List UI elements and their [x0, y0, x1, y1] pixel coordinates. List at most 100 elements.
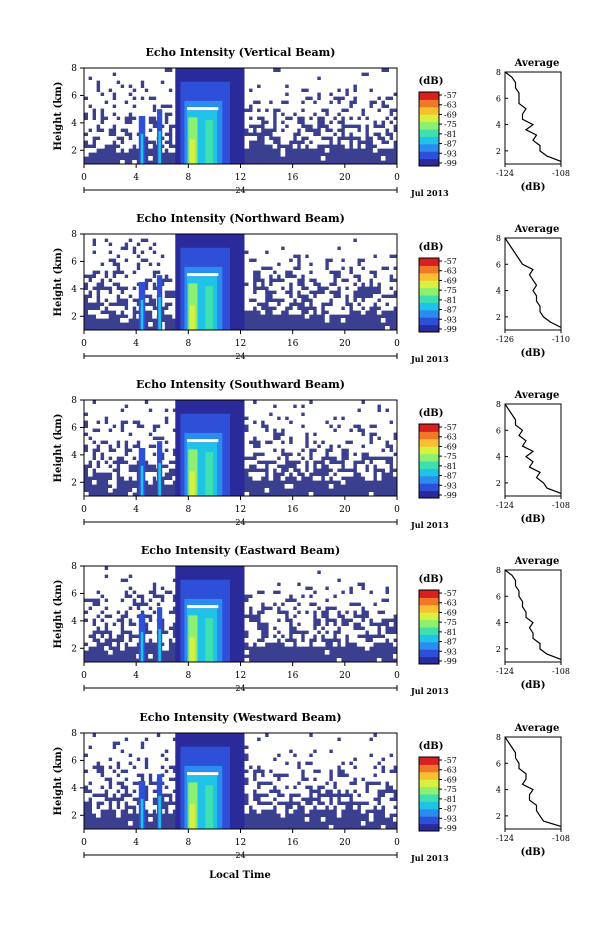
x-tick-label: 0	[81, 173, 87, 183]
no-data-cell	[144, 566, 149, 571]
no-data-cell	[304, 472, 310, 477]
no-data-cell	[348, 472, 354, 477]
no-data-cell	[168, 566, 173, 571]
no-data-cell	[248, 412, 254, 417]
no-data-cell	[172, 805, 177, 810]
no-data-cell	[260, 416, 266, 421]
no-data-cell	[288, 761, 294, 766]
no-data-cell	[244, 805, 250, 810]
no-data-cell	[385, 278, 390, 283]
no-data-cell	[316, 626, 322, 631]
no-data-cell	[328, 452, 334, 457]
no-data-cell	[140, 761, 145, 766]
no-data-cell	[136, 753, 141, 758]
no-data-cell	[312, 76, 318, 81]
no-data-cell	[324, 753, 330, 758]
no-data-cell	[152, 785, 157, 790]
no-data-cell	[348, 741, 354, 746]
no-data-cell	[284, 749, 290, 754]
no-data-cell	[252, 626, 258, 631]
no-data-cell	[380, 785, 386, 790]
no-data-cell	[268, 805, 274, 810]
no-data-cell	[380, 578, 386, 583]
no-data-cell	[304, 626, 310, 631]
no-data-cell	[292, 610, 298, 615]
no-data-cell	[380, 570, 386, 575]
no-data-cell	[88, 614, 93, 619]
colorbar-segment	[419, 823, 439, 832]
no-data-cell	[372, 282, 378, 287]
no-data-cell	[308, 120, 314, 125]
no-data-cell	[344, 258, 350, 263]
no-data-cell	[304, 634, 310, 639]
no-data-cell	[84, 242, 89, 247]
no-data-cell	[368, 773, 374, 778]
no-data-cell	[288, 777, 294, 782]
no-data-cell	[292, 72, 298, 77]
no-data-cell	[393, 757, 397, 762]
no-data-cell	[292, 745, 298, 750]
no-data-cell	[328, 757, 334, 762]
no-data-cell	[260, 444, 266, 449]
no-data-cell	[385, 448, 390, 453]
no-data-cell	[260, 741, 266, 746]
no-data-cell	[92, 72, 97, 77]
no-data-cell	[136, 777, 141, 782]
no-data-cell	[324, 298, 330, 303]
no-data-cell	[84, 586, 89, 591]
no-data-cell	[324, 590, 330, 595]
no-data-cell	[280, 566, 286, 571]
no-data-cell	[372, 250, 378, 255]
no-data-cell	[368, 777, 374, 782]
no-data-cell	[264, 805, 270, 810]
no-data-cell	[389, 404, 394, 409]
no-data-cell	[144, 112, 149, 117]
no-data-cell	[136, 630, 141, 635]
no-data-cell	[108, 737, 113, 742]
no-data-cell	[324, 749, 330, 754]
no-data-cell	[393, 606, 397, 611]
no-data-cell	[352, 753, 358, 758]
no-data-cell	[312, 642, 318, 647]
no-data-cell	[372, 416, 378, 421]
no-data-cell	[132, 432, 137, 437]
no-data-cell	[244, 638, 250, 643]
no-data-cell	[292, 602, 298, 607]
no-data-cell	[144, 306, 149, 311]
no-data-cell	[268, 140, 274, 145]
no-data-cell	[140, 88, 145, 93]
no-data-cell	[244, 650, 250, 655]
no-data-cell	[260, 112, 266, 117]
no-data-cell	[108, 432, 113, 437]
no-data-cell	[368, 238, 374, 243]
no-data-cell	[364, 68, 370, 73]
colorbar-segment	[419, 136, 439, 145]
no-data-cell	[164, 737, 169, 742]
no-data-cell	[276, 254, 282, 259]
no-data-cell	[284, 733, 290, 738]
no-data-cell	[120, 120, 125, 125]
no-data-cell	[316, 270, 322, 275]
no-data-cell	[300, 460, 306, 465]
no-data-cell	[348, 769, 354, 774]
no-data-cell	[84, 92, 89, 97]
no-data-cell	[284, 590, 290, 595]
no-data-cell	[393, 817, 397, 822]
no-data-cell	[360, 132, 366, 137]
no-data-cell	[385, 745, 390, 750]
no-data-cell	[260, 464, 266, 469]
no-data-cell	[284, 570, 290, 575]
no-data-cell	[120, 254, 125, 259]
no-data-cell	[340, 472, 346, 477]
no-data-cell	[328, 420, 334, 425]
no-data-cell	[389, 622, 394, 627]
y-tick-label: 8	[71, 729, 77, 739]
no-data-cell	[276, 626, 282, 631]
no-data-cell	[292, 741, 298, 746]
no-data-cell	[268, 582, 274, 587]
no-data-cell	[296, 749, 302, 754]
no-data-cell	[292, 440, 298, 445]
no-data-cell	[280, 242, 286, 247]
no-data-cell	[244, 809, 250, 814]
no-data-cell	[304, 408, 310, 413]
